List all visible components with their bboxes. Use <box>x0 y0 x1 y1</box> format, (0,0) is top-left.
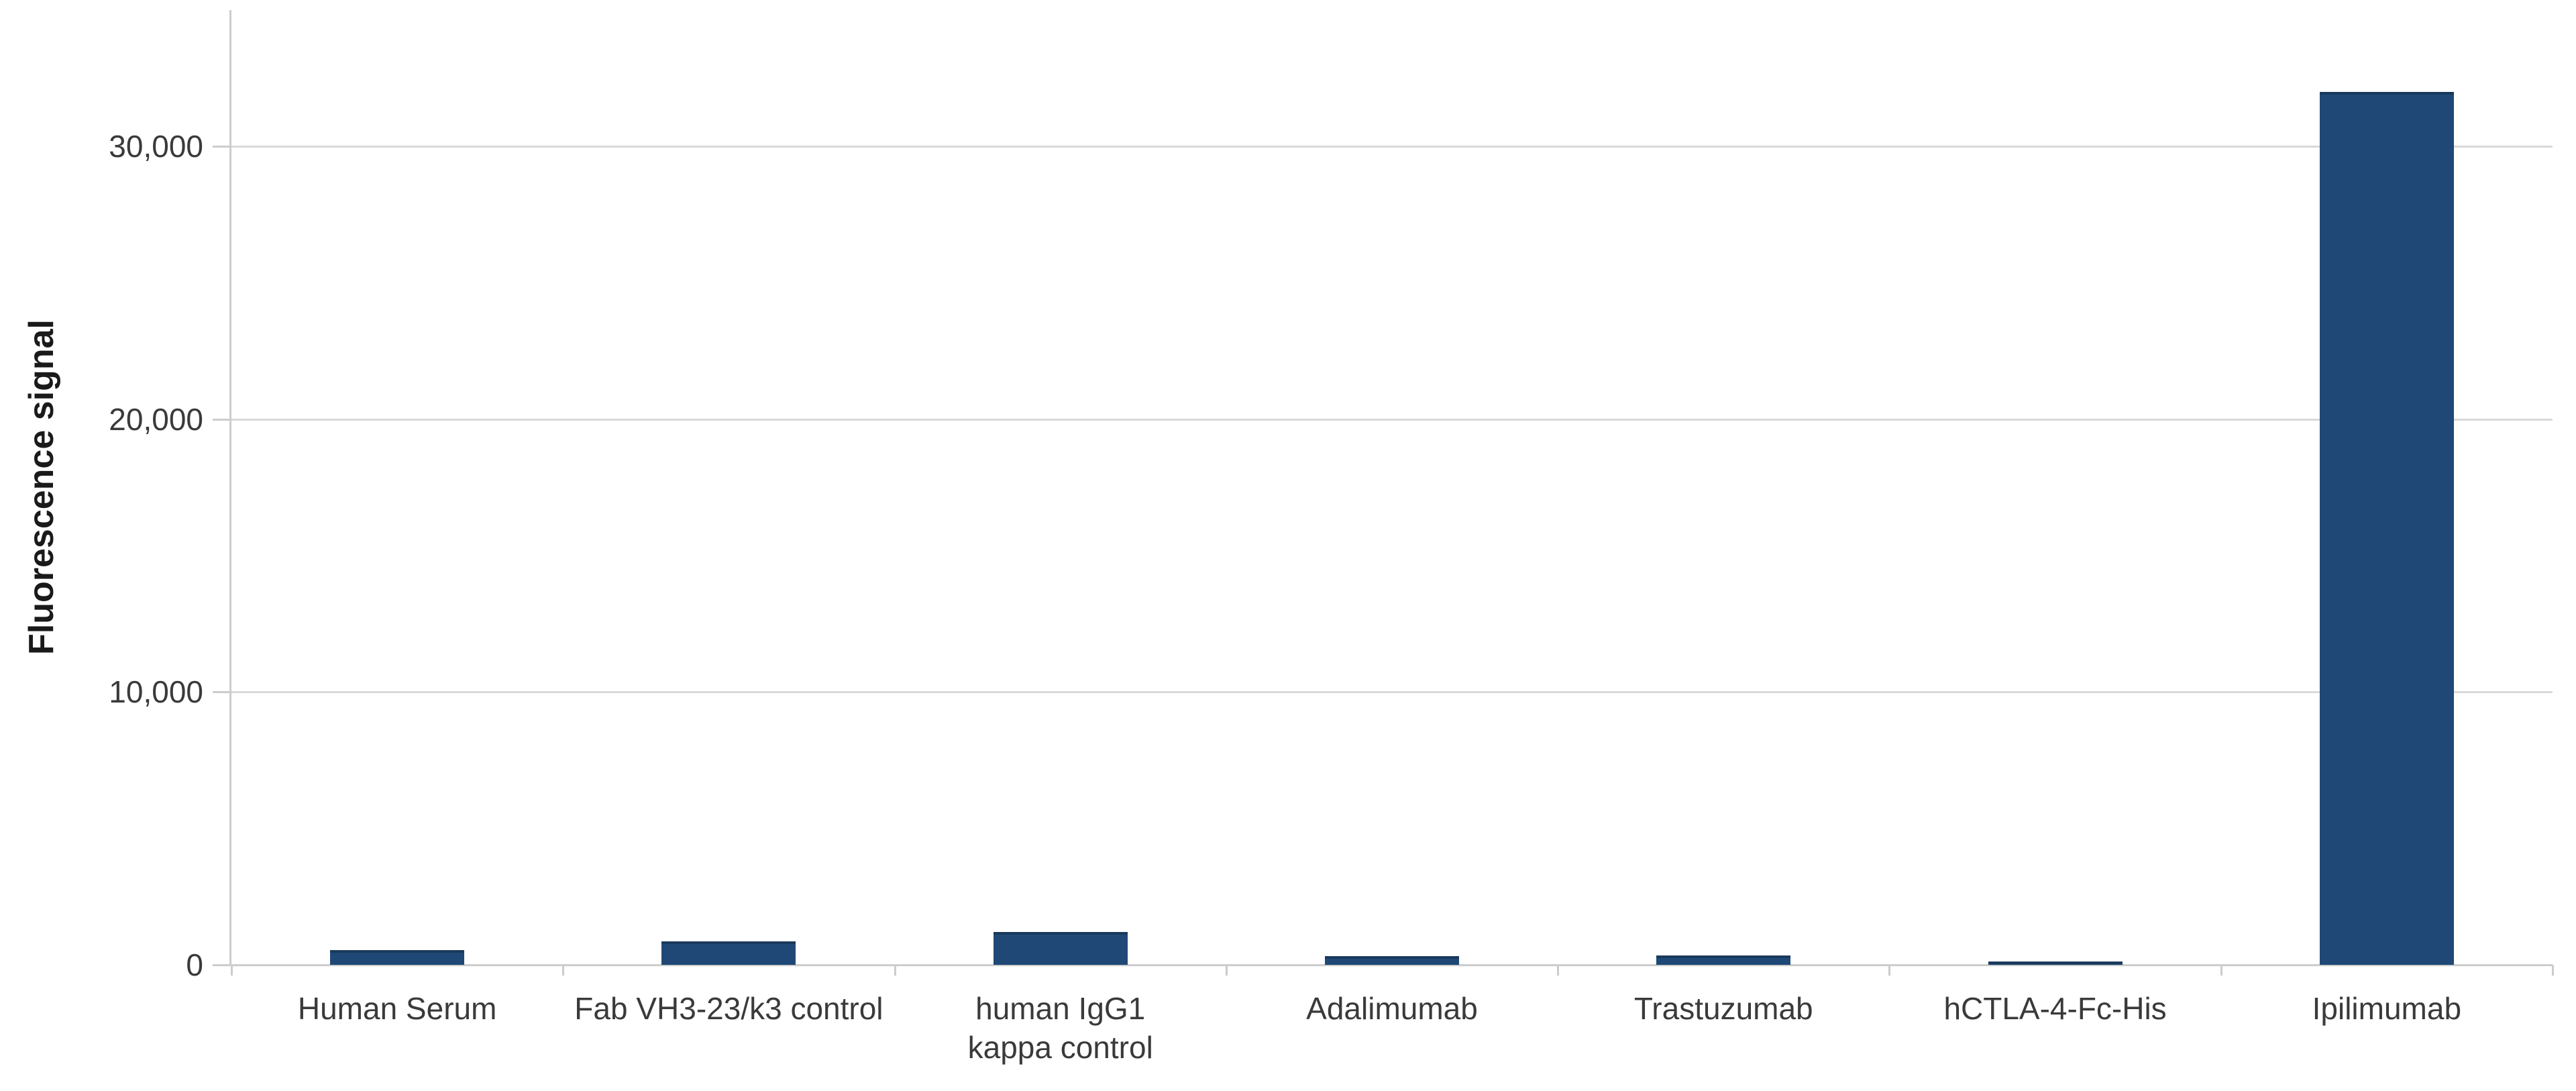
x-category-label-4: Adalimumab <box>1306 991 1478 1026</box>
gridline-30000 <box>231 146 2553 148</box>
bar-human-serum <box>330 949 465 965</box>
x-tick-mark-6 <box>2220 965 2222 976</box>
bar-hctla-4-fc-his <box>1988 962 2123 965</box>
gridline-20000 <box>231 418 2553 421</box>
x-tick-mark-3 <box>1225 965 1228 976</box>
x-tick-mark-2 <box>894 965 896 976</box>
x-category-label-3: human IgG1 kappa control <box>967 991 1153 1066</box>
x-category-label-1: Human Serum <box>297 991 497 1026</box>
bar-human-igg1-kappa-control <box>993 932 1128 965</box>
bar-fab-vh3-23/k3-control <box>661 941 796 965</box>
x-tick-mark-1 <box>562 965 565 976</box>
y-tick-label-10000: 10,000 <box>109 674 203 710</box>
x-tick-mark-4 <box>1557 965 1560 976</box>
x-category-label-2: Fab VH3-23/k3 control <box>574 991 883 1026</box>
y-tick-label-20000: 20,000 <box>109 401 203 437</box>
y-tick-mark-20000 <box>213 418 231 421</box>
x-category-label-5: Trastuzumab <box>1633 991 1813 1026</box>
y-tick-label-30000: 30,000 <box>109 129 203 164</box>
x-tick-mark-5 <box>1888 965 1891 976</box>
y-tick-mark-0 <box>213 964 231 966</box>
x-category-label-7: Ipilimumab <box>2312 991 2462 1026</box>
x-axis-line <box>217 964 2553 966</box>
plot-area <box>217 10 2553 966</box>
x-category-label-6: hCTLA-4-Fc-His <box>1943 991 2167 1026</box>
bar-ipilimumab <box>2319 91 2454 965</box>
y-tick-mark-10000 <box>213 691 231 694</box>
bar-trastuzumab <box>1656 955 1791 965</box>
y-axis-title: Fluorescence signal <box>22 319 61 655</box>
gridline-10000 <box>231 691 2553 694</box>
bar-adalimumab <box>1325 956 1459 965</box>
y-tick-mark-30000 <box>213 146 231 148</box>
x-tick-mark-0 <box>231 965 233 976</box>
y-axis-line <box>229 10 231 966</box>
x-tick-mark-7 <box>2552 965 2554 976</box>
y-tick-label-0: 0 <box>186 947 203 982</box>
